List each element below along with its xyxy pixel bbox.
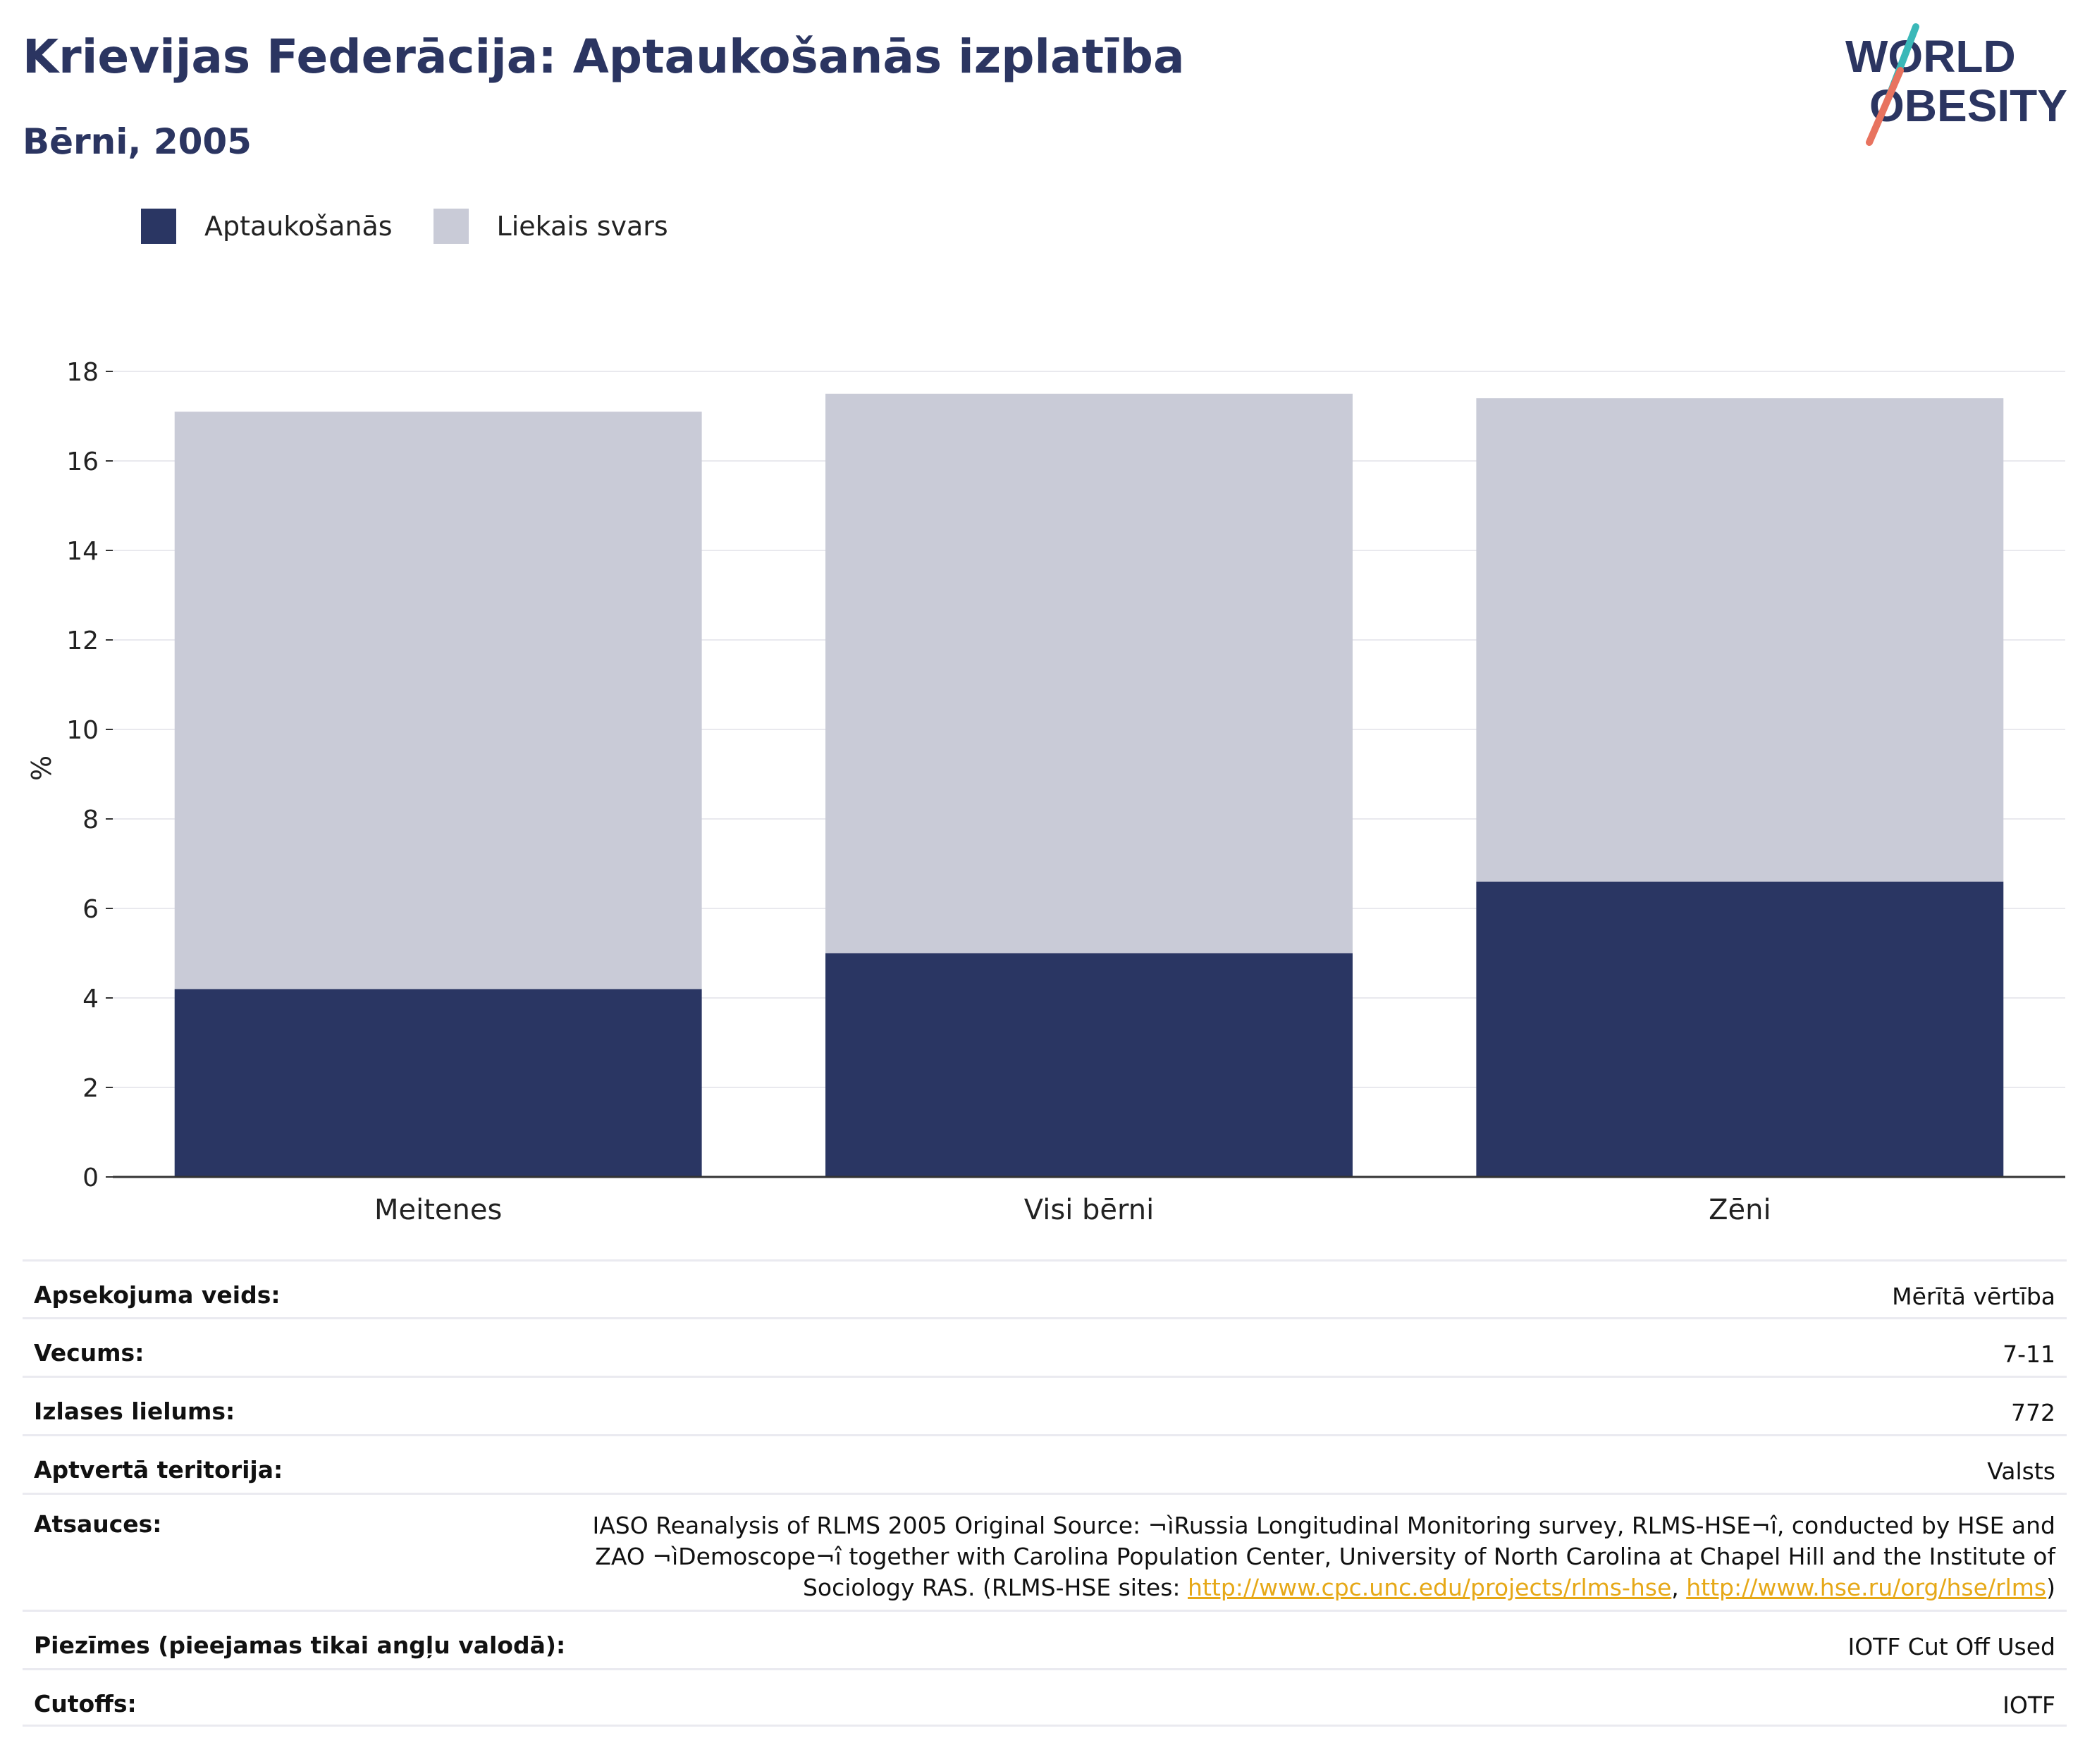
legend-label-obesity: Aptaukošanās [204,211,393,242]
meta-value-survey: Mērītā vērtība [1892,1283,2055,1310]
meta-value-notes: IOTF Cut Off Used [1847,1633,2055,1660]
legend-swatch-obesity [141,209,176,244]
bar-obesity [1476,881,2004,1177]
legend-label-overweight: Liekais svars [496,211,668,242]
meta-row-notes: Piezīmes (pieejamas tikai angļu valodā):… [23,1610,2067,1668]
meta-label-area: Aptvertā teritorija: [34,1456,283,1484]
meta-row-cutoffs: Cutoffs: IOTF [23,1668,2067,1727]
y-tick-label: 14 [66,537,99,566]
meta-label-survey: Apsekojuma veids: [34,1281,281,1309]
y-tick-label: 6 [82,895,99,924]
legend-item-overweight[interactable]: Liekais svars [433,209,668,244]
legend-swatch-overweight [433,209,469,244]
x-tick-labels: Meitenes Visi bērni Zēni [374,1194,1771,1226]
logo-text-obesity: OBESITY [1869,80,2067,131]
y-tick-label: 2 [82,1074,99,1103]
legend-item-obesity[interactable]: Aptaukošanās [141,209,393,244]
references-text: IASO Reanalysis of RLMS 2005 Original So… [592,1512,2056,1601]
reference-link-cpc[interactable]: http://www.cpc.unc.edu/projects/rlms-hse [1188,1574,1672,1601]
bar-overweight [174,412,702,989]
meta-row-survey: Apsekojuma veids: Mērītā vērtība [23,1259,2067,1317]
x-tick-label: Visi bērni [1024,1194,1154,1226]
meta-row-age: Vecums: 7-11 [23,1317,2067,1376]
meta-value-age: 7-11 [2003,1340,2055,1368]
stacked-bar-chart: 0 2 4 6 8 10 12 14 16 18 Meitenes Visi bērni Zēni % [26,358,2065,1226]
meta-row-area: Aptvertā teritorija: Valsts [23,1434,2067,1493]
y-tick-label: 4 [82,985,99,1013]
meta-value-area: Valsts [1987,1457,2055,1485]
y-tick-label: 16 [66,448,99,476]
bar-obesity [174,989,702,1177]
meta-label-sample: Izlases lielums: [34,1398,235,1425]
y-tick-label: 0 [82,1164,99,1192]
y-tick-label: 8 [82,806,99,834]
logo-text-world: WORLD [1845,31,2016,82]
meta-label-notes: Piezīmes (pieejamas tikai angļu valodā): [34,1632,566,1659]
meta-row-references: Atsauces: IASO Reanalysis of RLMS 2005 O… [23,1493,2067,1610]
bar-overweight [1476,398,2004,882]
bar-overweight [825,393,1353,954]
y-tick-label: 18 [66,358,99,387]
y-axis-label: % [26,755,57,781]
meta-label-age: Vecums: [34,1339,144,1367]
world-obesity-logo: WORLD OBESITY [1845,23,2067,146]
chart-subtitle: Bērni, 2005 [23,121,252,162]
reference-link-hse[interactable]: http://www.hse.ru/org/hse/rlms [1686,1574,2047,1601]
x-tick-label: Zēni [1709,1194,1771,1226]
meta-row-sample: Izlases lielums: 772 [23,1376,2067,1434]
meta-label-cutoffs: Cutoffs: [34,1690,137,1717]
chart-title: Krievijas Federācija: Aptaukošanās izpla… [23,30,1185,84]
y-tick-label: 12 [66,627,99,655]
meta-value-sample: 772 [2011,1399,2055,1426]
meta-label-references: Atsauces: [34,1510,162,1538]
chart-legend: Aptaukošanās Liekais svars [141,209,709,244]
references-end: ) [2046,1574,2055,1601]
y-tick-labels: 0 2 4 6 8 10 12 14 16 18 [66,358,99,1192]
metadata-table: Apsekojuma veids: Mērītā vērtība Vecums:… [23,1259,2067,1727]
meta-value-cutoffs: IOTF [2003,1691,2055,1719]
references-separator: , [1671,1574,1687,1601]
x-tick-label: Meitenes [374,1194,502,1226]
meta-value-references: IASO Reanalysis of RLMS 2005 Original So… [589,1510,2056,1603]
logo-slash-coral [1866,67,1904,146]
bar-obesity [825,953,1353,1177]
bars [174,393,2004,1177]
y-tick-label: 10 [66,716,99,745]
